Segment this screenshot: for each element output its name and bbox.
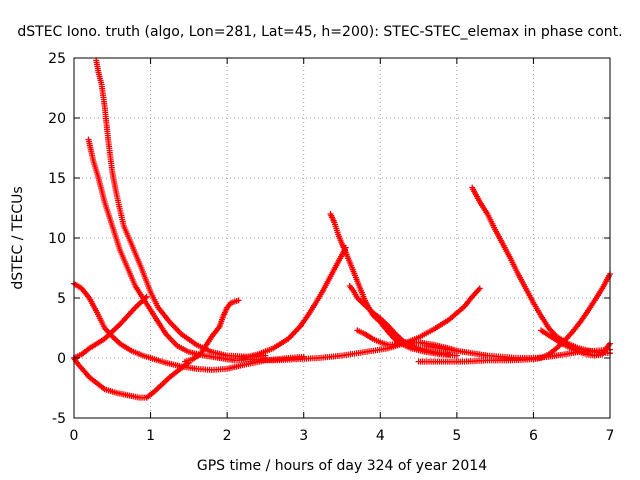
x-tick-label: 0 bbox=[70, 428, 79, 444]
data-point bbox=[476, 285, 483, 292]
y-tick-label: 5 bbox=[57, 291, 66, 307]
x-tick-label: 7 bbox=[606, 428, 615, 444]
x-tick-label: 6 bbox=[529, 428, 538, 444]
data-series bbox=[182, 297, 242, 365]
data-point bbox=[235, 297, 242, 304]
data-series bbox=[415, 271, 613, 365]
y-tick-label: 0 bbox=[57, 351, 66, 367]
data-series bbox=[71, 293, 150, 361]
data-series bbox=[85, 136, 254, 364]
data-point bbox=[142, 295, 149, 301]
x-tick-label: 4 bbox=[376, 428, 385, 444]
data-series bbox=[469, 184, 613, 357]
data-series bbox=[247, 285, 483, 364]
chart-title: dSTEC Iono. truth (algo, Lon=281, Lat=45… bbox=[17, 24, 622, 40]
data-series bbox=[346, 283, 453, 358]
y-axis-label: dSTEC / TECUs bbox=[10, 186, 26, 289]
data-point bbox=[143, 293, 150, 300]
data-series bbox=[327, 211, 460, 359]
x-tick-label: 2 bbox=[223, 428, 232, 444]
x-axis-label: GPS time / hours of day 324 of year 2014 bbox=[197, 458, 487, 474]
y-tick-label: 15 bbox=[48, 171, 66, 187]
x-tick-label: 1 bbox=[146, 428, 155, 444]
data-series bbox=[423, 343, 613, 361]
y-tick-label: 10 bbox=[48, 231, 66, 247]
y-tick-label: 20 bbox=[48, 111, 66, 127]
y-tick-label: -5 bbox=[52, 411, 66, 427]
data-series bbox=[239, 244, 349, 361]
data-series bbox=[93, 57, 269, 360]
y-tick-label: 25 bbox=[48, 51, 66, 67]
x-tick-label: 5 bbox=[452, 428, 461, 444]
plot-area bbox=[71, 57, 613, 401]
x-tick-label: 3 bbox=[299, 428, 308, 444]
